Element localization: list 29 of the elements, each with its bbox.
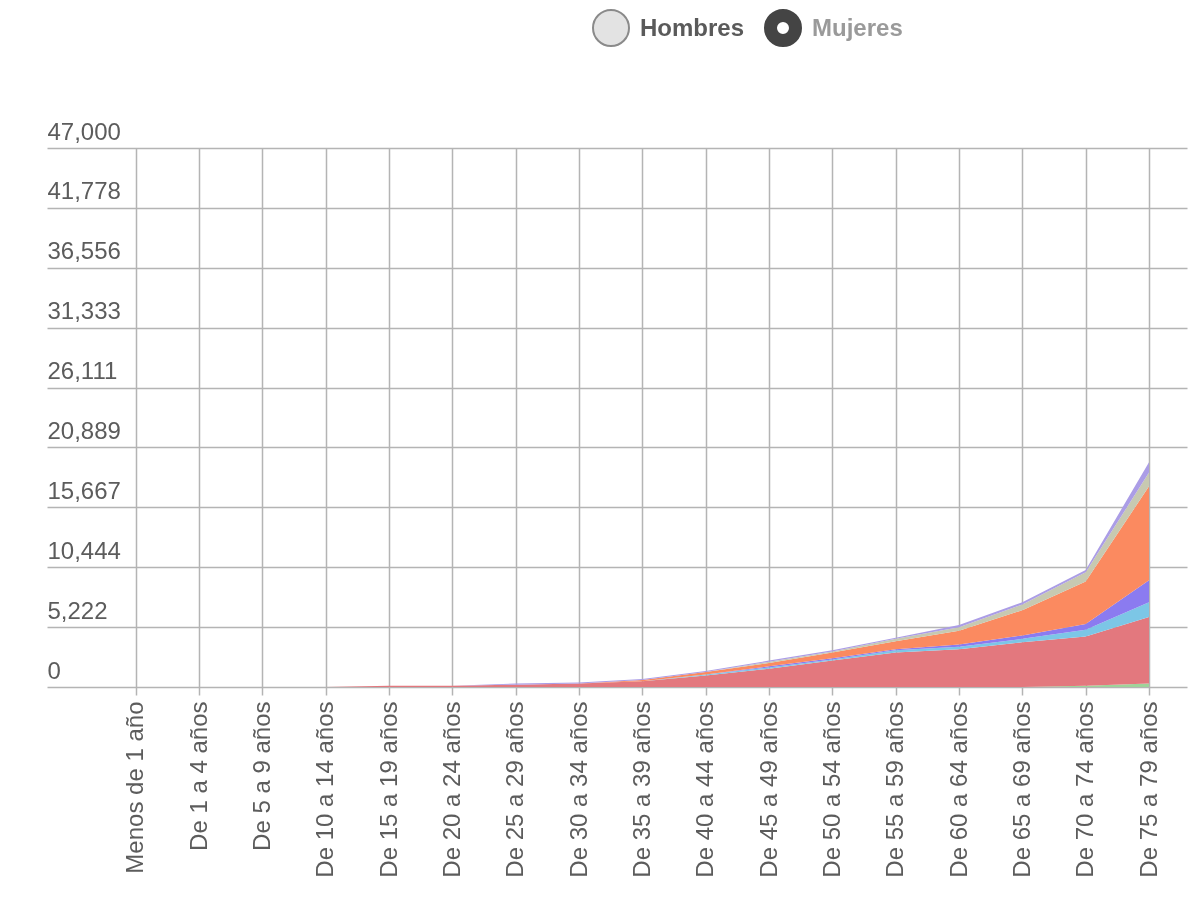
x-tick-label: De 40 a 44 años — [691, 701, 719, 878]
text: Mujeres — [812, 14, 903, 42]
x-tick-label: De 25 a 29 años — [501, 701, 529, 878]
x-tick-label: De 75 a 79 años — [1134, 701, 1162, 878]
x-tick-label: De 30 a 34 años — [564, 701, 592, 878]
y-tick-label: 5,222 — [47, 596, 108, 624]
x-tick-label: De 65 a 69 años — [1007, 701, 1035, 878]
x-tick-label: De 5 a 9 años — [247, 701, 275, 851]
y-tick-label: 20,889 — [47, 416, 121, 444]
x-tick-label: De 45 a 49 años — [754, 701, 782, 878]
y-tick-label: 31,333 — [47, 297, 121, 325]
x-tick-label: De 60 a 64 años — [944, 701, 972, 878]
y-tick-label: 41,778 — [47, 177, 121, 205]
x-tick-label: De 35 a 39 años — [627, 701, 655, 878]
x-tick-label: De 15 a 19 años — [374, 701, 402, 878]
x-tick-label: De 20 a 24 años — [437, 701, 465, 878]
y-tick-label: 10,444 — [47, 536, 121, 564]
text: Hombres — [640, 14, 745, 42]
x-tick-label: De 1 a 4 años — [184, 701, 212, 851]
y-tick-label: 26,111 — [47, 357, 118, 385]
y-tick-label: 36,556 — [47, 237, 121, 265]
x-tick-label: De 10 a 14 años — [311, 701, 339, 878]
y-tick-label: 15,667 — [47, 476, 121, 504]
x-tick-label: De 55 a 59 años — [881, 701, 909, 878]
y-tick-label: 47,000 — [47, 117, 121, 145]
x-tick-label: De 70 a 74 años — [1071, 701, 1099, 878]
y-tick-label: 0 — [47, 656, 61, 684]
x-tick-label: De 50 a 54 años — [817, 701, 845, 878]
x-tick-label: Menos de 1 año — [121, 701, 149, 874]
